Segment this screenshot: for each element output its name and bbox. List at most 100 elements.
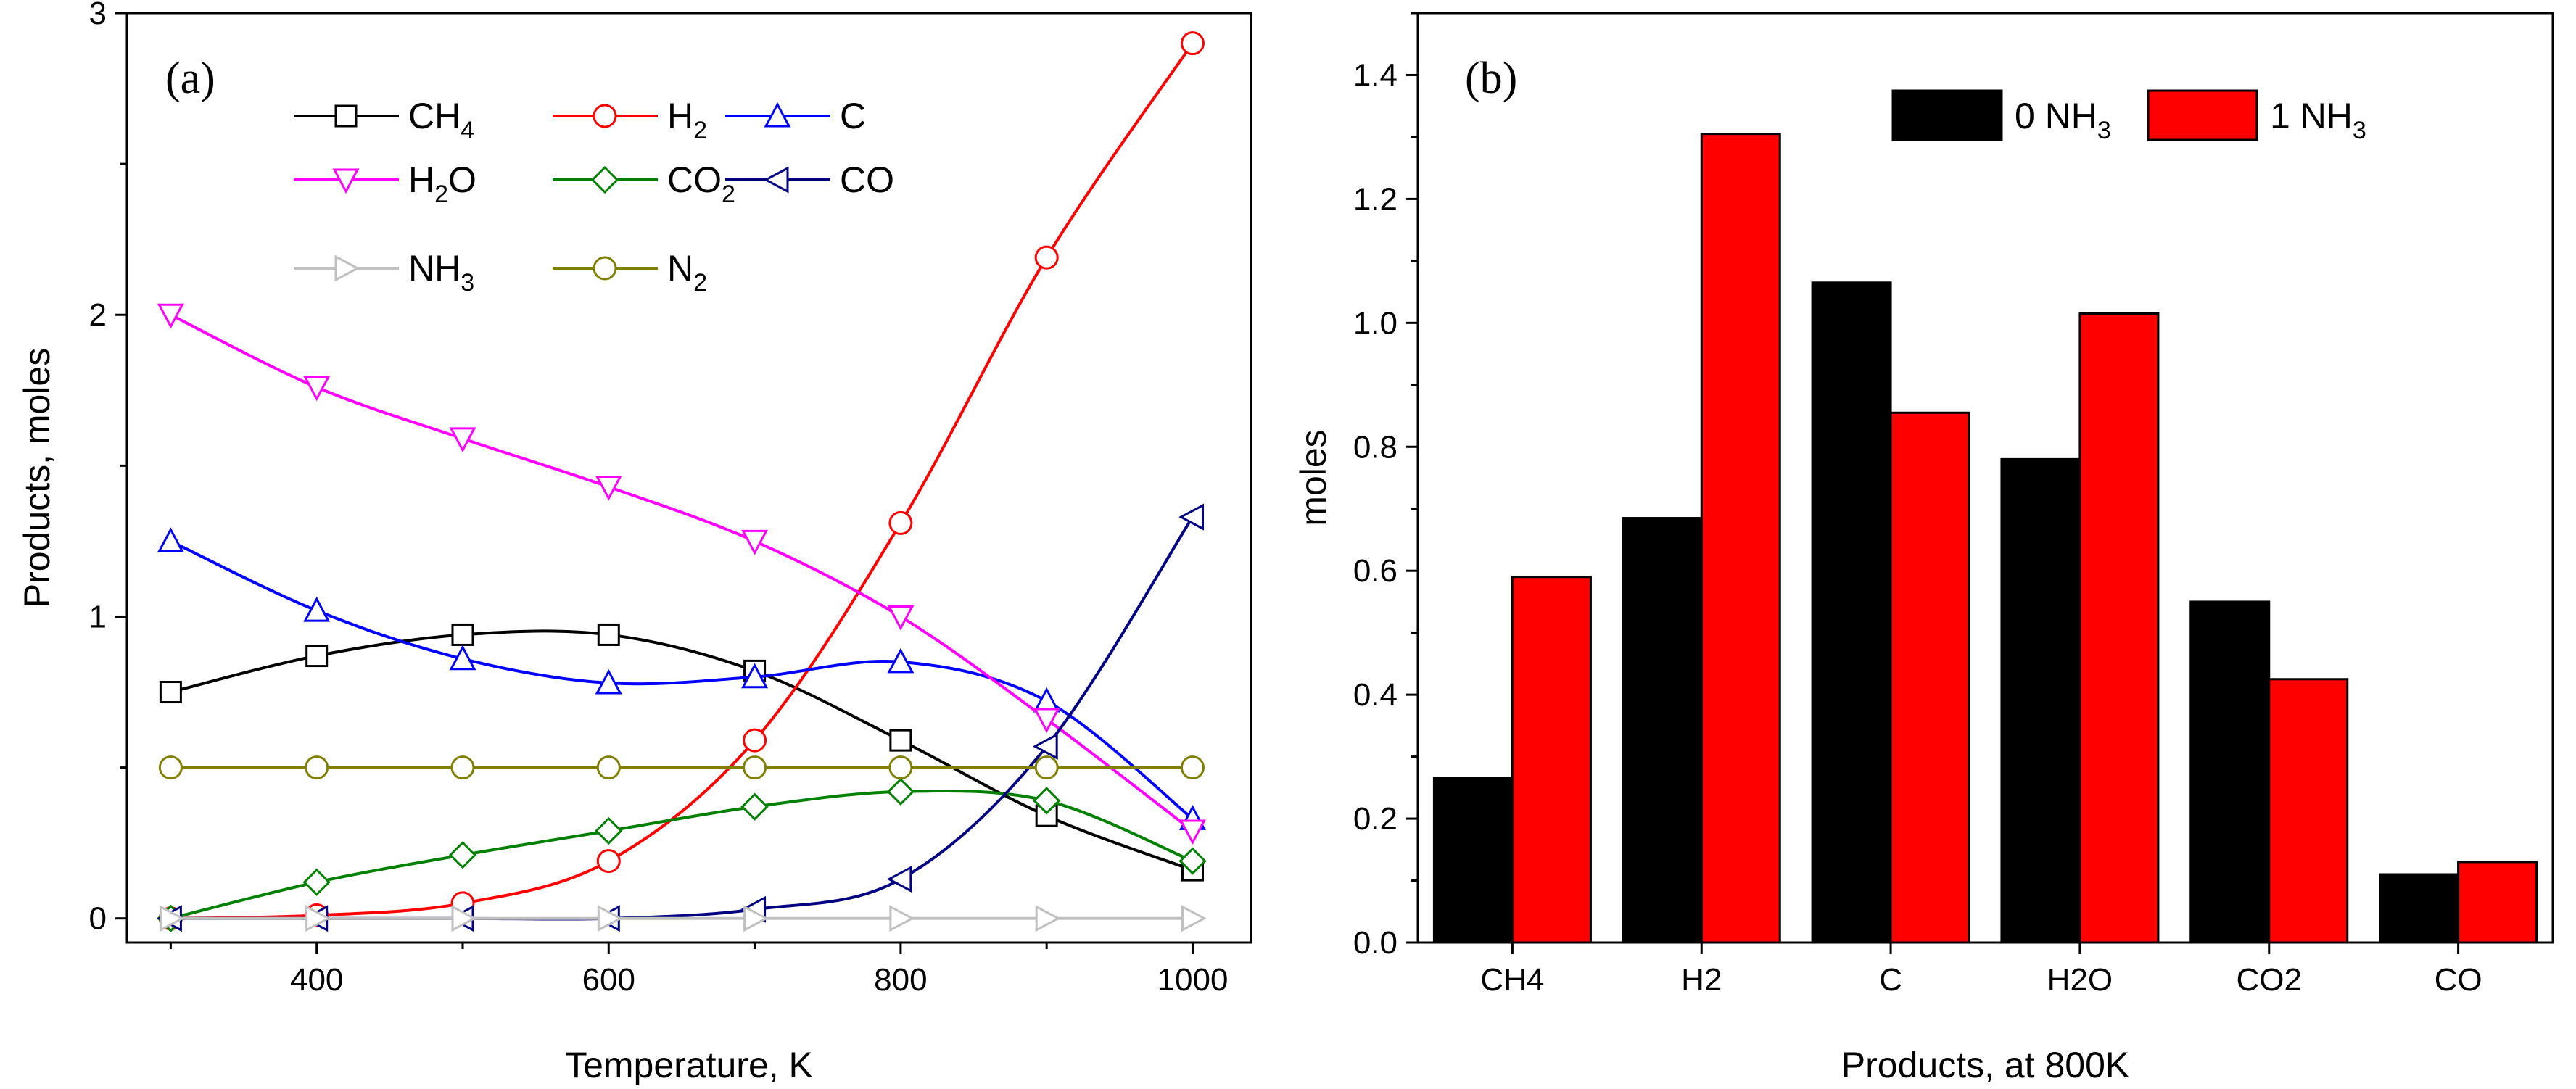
legend-name: H <box>408 160 434 200</box>
data-point-h2o <box>157 303 184 329</box>
x-axis-label: Products, at 800K <box>1841 1045 2129 1085</box>
data-point-h2o <box>887 605 915 631</box>
x-tick-label: 800 <box>874 962 927 998</box>
series-h2o <box>157 303 1206 845</box>
plot-frame <box>125 12 1252 944</box>
data-point-h2o <box>1178 819 1206 845</box>
y-tick-label: 0.6 <box>1353 553 1398 589</box>
legend-subscript: 2 <box>693 269 707 297</box>
series-line-co2 <box>170 789 1194 920</box>
legend-marker <box>764 102 791 128</box>
data-point-c <box>157 527 184 552</box>
data-point-h2 <box>1180 31 1205 56</box>
legend-subscript: 3 <box>461 269 474 297</box>
data-point-nh3 <box>1035 905 1061 932</box>
legend-label: N2 <box>667 248 707 297</box>
x-tick-label: H2 <box>1681 962 1722 998</box>
legend-name: NH <box>408 248 461 289</box>
y-tick-label: 0.0 <box>1353 925 1398 961</box>
y-tick-label: 0 <box>89 901 107 937</box>
panel-label: (a) <box>165 54 215 103</box>
legend-item-nh3_1: 1 NH3 <box>2147 89 2366 144</box>
legend-label: H2 <box>667 96 707 144</box>
legend-item-co2: CO2 <box>553 160 735 208</box>
bar-nh3_0 <box>1622 517 1703 944</box>
legend-marker <box>590 165 619 194</box>
legend-marker <box>593 256 617 281</box>
legend-item-nh3_0: 0 NH3 <box>1891 89 2111 144</box>
legend-subscript: 4 <box>461 117 474 144</box>
data-point-nh3 <box>451 905 477 932</box>
legend-label: C <box>840 96 866 136</box>
legend-subscript: 2 <box>693 117 707 144</box>
y-tick-label: 0.8 <box>1353 429 1398 465</box>
data-point-h2o <box>1033 708 1060 734</box>
data-point-c <box>449 645 476 671</box>
data-point-c <box>303 596 331 622</box>
bar-nh3_1 <box>2457 861 2538 944</box>
data-point-n2 <box>1034 755 1059 780</box>
panel-label: (b) <box>1465 54 1517 103</box>
legend-item-c: C <box>725 96 866 136</box>
bar-nh3_1 <box>2078 312 2160 944</box>
legend-name: CH <box>408 96 461 136</box>
data-point-n2 <box>596 755 621 780</box>
data-point-co2 <box>886 777 915 806</box>
legend-subscript: 3 <box>2353 117 2366 144</box>
legend-name: H <box>667 96 693 136</box>
legend-subscript: 3 <box>2097 117 2111 144</box>
legend-name: C <box>840 96 866 136</box>
legend-marker <box>332 168 360 194</box>
data-point-n2 <box>888 755 913 780</box>
bar-nh3_0 <box>2379 873 2460 944</box>
data-point-co <box>1178 503 1204 531</box>
y-tick-label: 0.4 <box>1353 677 1398 713</box>
legend-label: H2O <box>408 160 476 208</box>
y-tick-label: 1.0 <box>1353 305 1398 341</box>
data-point-n2 <box>743 755 767 780</box>
legend-swatch <box>2147 89 2258 141</box>
legend-name: N <box>667 248 693 289</box>
legend: 0 NH3 1 NH3 <box>1891 89 2366 144</box>
panel-a-line-chart: 400 600 800 1000 0 1 2 3 Temperature, K Products,… <box>17 0 1252 1085</box>
data-point-co2 <box>448 841 477 869</box>
bar-nh3_1 <box>1700 133 1781 944</box>
y-tick-label: 0.2 <box>1353 801 1398 837</box>
data-point-n2 <box>158 755 183 780</box>
series-line-c <box>170 539 1194 820</box>
legend-item-nh3: NH3 <box>294 248 474 297</box>
series-nh3 <box>159 905 1207 932</box>
data-point-nh3 <box>1181 905 1207 932</box>
x-tick-label: 1000 <box>1157 962 1229 998</box>
legend-name: 0 NH <box>2015 96 2097 136</box>
data-point-ch4 <box>305 645 329 668</box>
data-point-h2o <box>449 427 476 453</box>
data-point-ch4 <box>159 681 182 704</box>
legend-name: 1 NH <box>2270 96 2353 136</box>
legend-label: CO2 <box>667 160 735 208</box>
y-tick-label: 1 <box>89 599 107 634</box>
y-tick-label: 2 <box>89 297 107 333</box>
y-axis-label: moles <box>1293 429 1334 526</box>
legend-item-h2o: H2O <box>294 160 476 208</box>
series-ch4 <box>159 623 1204 882</box>
data-point-h2o <box>741 529 769 555</box>
legend-marker <box>334 254 360 282</box>
y-tick-label: 3 <box>89 0 107 31</box>
data-point-co <box>1032 732 1058 760</box>
data-point-ch4 <box>889 729 912 752</box>
bar-nh3_0 <box>2189 600 2271 944</box>
x-tick-label: 600 <box>582 962 635 998</box>
legend-name: CO <box>667 160 722 200</box>
data-point-n2 <box>305 755 329 780</box>
legend-subscript: 2 <box>722 181 735 208</box>
data-point-ch4 <box>597 623 620 646</box>
data-point-h2 <box>888 510 913 535</box>
data-point-co2 <box>1033 787 1061 815</box>
panel-b-bar-chart: 0.0 0.2 0.4 0.6 0.8 1.0 1.2 1.4 CH4 H2 C H2O CO2 CO Pr… <box>1293 12 2554 1085</box>
legend-label: CH4 <box>408 96 474 144</box>
data-point-c <box>741 663 769 689</box>
legend-label: NH3 <box>408 248 474 297</box>
